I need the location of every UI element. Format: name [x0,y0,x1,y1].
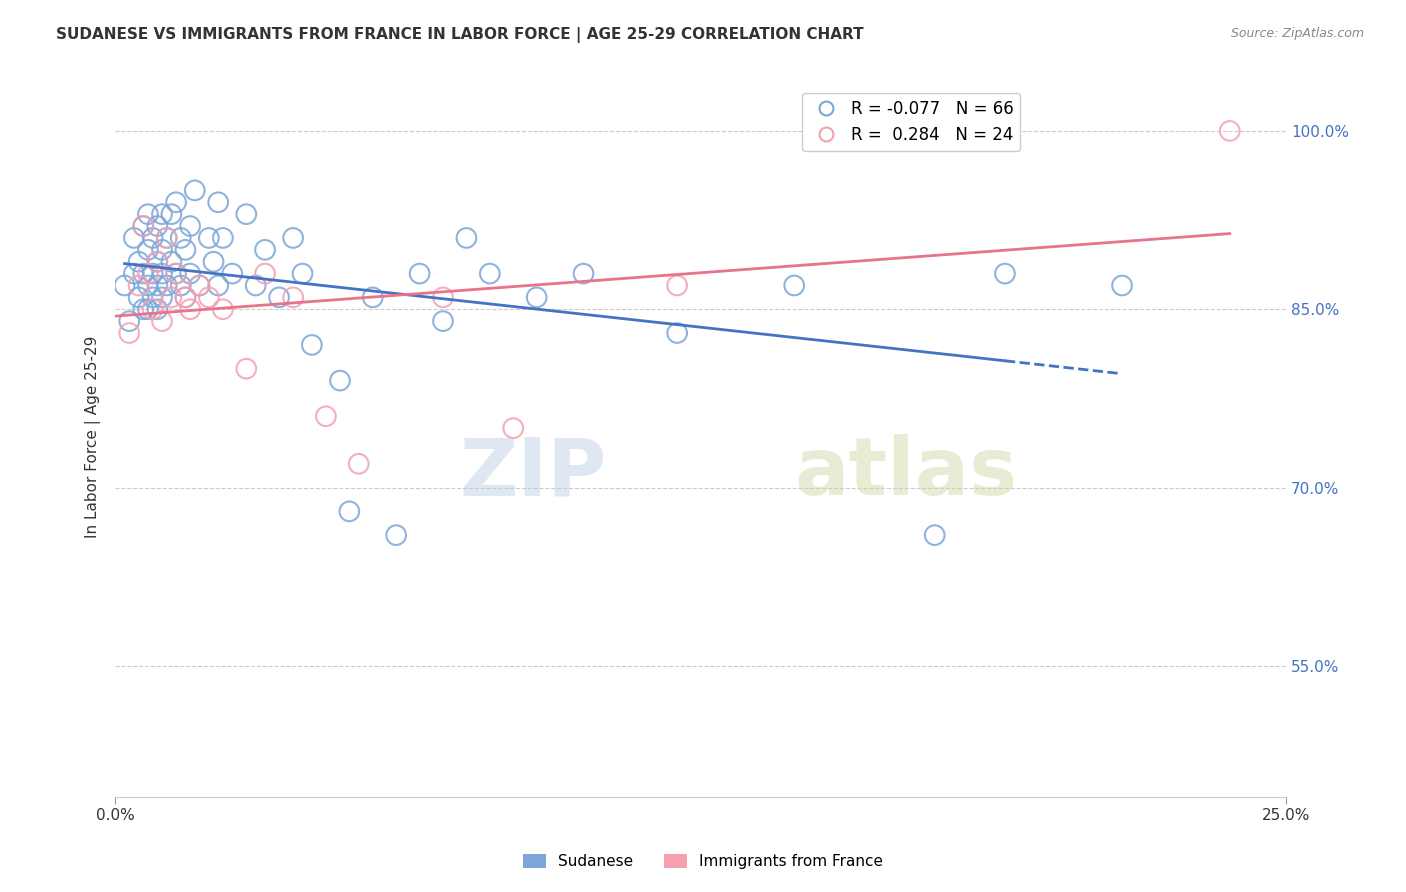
Point [174,290,197,304]
Point [174,243,197,257]
Point [128,254,150,268]
Point [235,207,257,221]
Point [150,290,173,304]
Point [179,219,201,233]
Point [132,219,155,233]
Point [245,278,267,293]
Point [526,290,548,304]
Point [408,267,430,281]
Text: atlas: atlas [794,434,1018,512]
Point [502,421,524,435]
Point [156,231,179,245]
Point [184,183,207,197]
Point [666,278,689,293]
Point [1111,278,1133,293]
Point [165,267,187,281]
Point [160,290,183,304]
Point [432,314,454,328]
Point [142,290,165,304]
Point [212,302,235,317]
Point [179,302,201,317]
Point [142,267,165,281]
Point [156,278,179,293]
Point [150,267,173,281]
Point [179,267,201,281]
Point [281,231,304,245]
Point [361,290,384,304]
Point [212,231,235,245]
Point [136,278,159,293]
Point [132,302,155,317]
Point [221,267,243,281]
Point [122,231,145,245]
Point [269,290,291,304]
Point [118,326,141,340]
Point [924,528,946,542]
Point [136,302,159,317]
Text: SUDANESE VS IMMIGRANTS FROM FRANCE IN LABOR FORCE | AGE 25-29 CORRELATION CHART: SUDANESE VS IMMIGRANTS FROM FRANCE IN LA… [56,27,863,43]
Point [174,290,197,304]
Point [329,374,352,388]
Point [994,267,1017,281]
Point [291,267,314,281]
Point [432,290,454,304]
Point [188,278,211,293]
Text: ZIP: ZIP [460,434,607,512]
Point [136,267,159,281]
Point [385,528,408,542]
Point [347,457,370,471]
Legend: R = -0.077   N = 66, R =  0.284   N = 24: R = -0.077 N = 66, R = 0.284 N = 24 [803,93,1021,151]
Point [783,278,806,293]
Point [128,290,150,304]
Point [254,243,277,257]
Point [337,504,360,518]
Point [146,254,169,268]
Point [142,231,165,245]
Point [315,409,337,424]
Point [301,338,323,352]
Point [207,278,229,293]
Point [146,219,169,233]
Point [235,361,257,376]
Point [132,267,155,281]
Point [165,267,187,281]
Point [188,278,211,293]
Point [202,254,225,268]
Point [146,302,169,317]
Point [254,267,277,281]
Point [666,326,689,340]
Point [572,267,595,281]
Point [114,278,136,293]
Point [1219,124,1241,138]
Point [456,231,478,245]
Y-axis label: In Labor Force | Age 25-29: In Labor Force | Age 25-29 [86,336,101,538]
Point [142,302,165,317]
Point [136,207,159,221]
Point [160,254,183,268]
Point [146,278,169,293]
Text: Source: ZipAtlas.com: Source: ZipAtlas.com [1230,27,1364,40]
Point [170,231,193,245]
Point [156,231,179,245]
Point [122,267,145,281]
Point [150,243,173,257]
Point [128,278,150,293]
Point [198,231,221,245]
Point [160,207,183,221]
Point [165,195,187,210]
Point [198,290,221,304]
Point [478,267,501,281]
Legend: Sudanese, Immigrants from France: Sudanese, Immigrants from France [517,848,889,875]
Point [150,207,173,221]
Point [150,314,173,328]
Point [281,290,304,304]
Point [118,314,141,328]
Point [132,219,155,233]
Point [207,195,229,210]
Point [170,278,193,293]
Point [136,243,159,257]
Point [146,254,169,268]
